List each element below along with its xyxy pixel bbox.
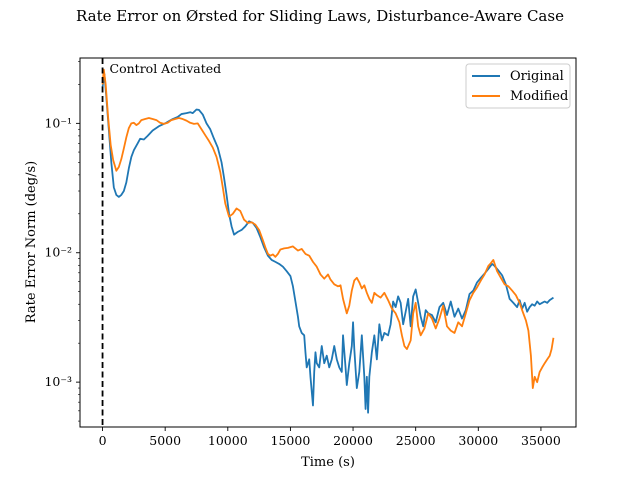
x-tick-label: 20000	[333, 433, 373, 448]
control-activated-label: Control Activated	[110, 61, 222, 76]
y-axis-label: Rate Error Norm (deg/s)	[24, 161, 39, 323]
y-tick-label: 10⁻¹	[44, 115, 72, 130]
control-annotation: Control Activated	[101, 58, 222, 427]
series-line-modified	[101, 68, 555, 389]
plot-frame	[79, 57, 577, 428]
x-axis: 0 5000 10000 15000 20000 25000 30000 35000	[99, 427, 561, 448]
y-tick-label: 10⁻²	[44, 245, 72, 260]
series-line-original	[101, 73, 554, 414]
x-axis-label: Time (s)	[301, 455, 355, 470]
y-axis: 10⁻³ 10⁻² 10⁻¹	[44, 61, 80, 422]
x-tick-label: 5000	[149, 433, 181, 448]
x-tick-label: 10000	[208, 433, 248, 448]
legend: Original Modified	[465, 63, 571, 109]
x-tick-label: 15000	[271, 433, 311, 448]
plot-area	[101, 68, 555, 414]
legend-label-modified: Modified	[510, 89, 568, 104]
x-tick-label: 25000	[396, 433, 436, 448]
x-tick-label: 0	[99, 433, 107, 448]
legend-label-original: Original	[510, 69, 564, 84]
y-tick-label: 10⁻³	[44, 374, 72, 389]
x-tick-label: 30000	[458, 433, 498, 448]
chart-title: Rate Error on Ørsted for Sliding Laws, D…	[76, 7, 564, 25]
x-tick-label: 35000	[521, 433, 561, 448]
